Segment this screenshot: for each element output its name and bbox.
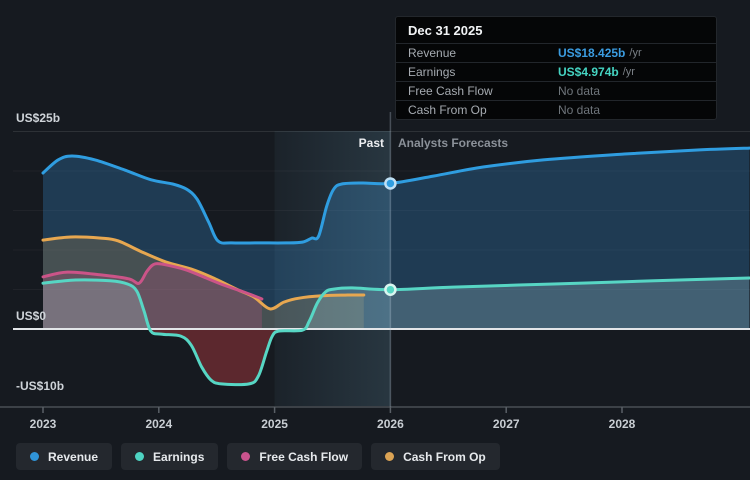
- x-axis-label-2025: 2025: [261, 417, 288, 431]
- tooltip-row-0-value: US$18.425b: [558, 46, 626, 60]
- legend-item-free-cash-flow[interactable]: Free Cash Flow: [227, 443, 363, 470]
- legend-item-earnings[interactable]: Earnings: [121, 443, 219, 470]
- analysts-forecasts-phase-label: Analysts Forecasts: [398, 136, 509, 150]
- tooltip-row-2-value: No data: [558, 84, 601, 98]
- tooltip-row-suffix: /yr: [622, 66, 635, 78]
- tooltip-row-revenue: Revenue US$18.425b /yr: [396, 43, 716, 62]
- earnings-marker-dot: [384, 283, 397, 296]
- tooltip-row-label: Cash From Op: [408, 103, 487, 117]
- chart-legend: Revenue Earnings Free Cash Flow Cash Fro…: [16, 443, 500, 470]
- tooltip-row-3-value: No data: [558, 103, 601, 117]
- tooltip-row-suffix: /yr: [629, 47, 642, 59]
- tooltip-row-label: Revenue: [408, 46, 457, 60]
- legend-item-revenue[interactable]: Revenue: [16, 443, 113, 470]
- tooltip-date: Dec 31 2025: [408, 23, 483, 38]
- past-phase-label: Past: [358, 136, 384, 150]
- x-axis-label-2027: 2027: [493, 417, 520, 431]
- earnings-dot-icon: [135, 452, 145, 461]
- legend-item-cash-from-op[interactable]: Cash From Op: [371, 443, 500, 470]
- hover-highlight-band: [274, 131, 391, 407]
- free-cash-flow-line: [41, 262, 264, 301]
- x-axis-label-2026: 2026: [377, 417, 404, 431]
- earnings-area: [43, 278, 750, 329]
- tooltip-row-cash-from-op: Cash From Op No data: [396, 100, 716, 119]
- tooltip-row-1-value: US$4.974b: [558, 65, 619, 79]
- legend-label: Earnings: [153, 449, 205, 464]
- chart-tooltip: Dec 31 2025 Revenue US$18.425b /yr Earni…: [395, 16, 717, 120]
- earnings-negative-area: [43, 329, 750, 385]
- tooltip-row-label: Free Cash Flow: [408, 84, 493, 98]
- legend-label: Revenue: [48, 449, 99, 464]
- legend-label: Free Cash Flow: [259, 449, 349, 464]
- free-cash-flow-dot-icon: [241, 452, 251, 461]
- x-axis-label-2024: 2024: [145, 417, 172, 431]
- tooltip-row-earnings: Earnings US$4.974b /yr: [396, 62, 716, 81]
- revenue-line: [41, 146, 750, 245]
- y-axis-label-25b: US$25b: [16, 111, 61, 125]
- x-axis-label-2023: 2023: [30, 417, 57, 431]
- x-axis-label-2028: 2028: [609, 417, 636, 431]
- tooltip-row-label: Earnings: [408, 65, 456, 79]
- tooltip-row-free-cash-flow: Free Cash Flow No data: [396, 81, 716, 100]
- legend-label: Cash From Op: [403, 449, 486, 464]
- revenue-dot-icon: [30, 452, 39, 461]
- cash-from-op-dot-icon: [385, 452, 395, 461]
- y-axis-label-minus10b: -US$10b: [16, 379, 65, 393]
- cash-from-op-line: [41, 235, 366, 311]
- y-axis-label-zero: US$0: [16, 309, 47, 323]
- revenue-marker-dot: [384, 177, 397, 190]
